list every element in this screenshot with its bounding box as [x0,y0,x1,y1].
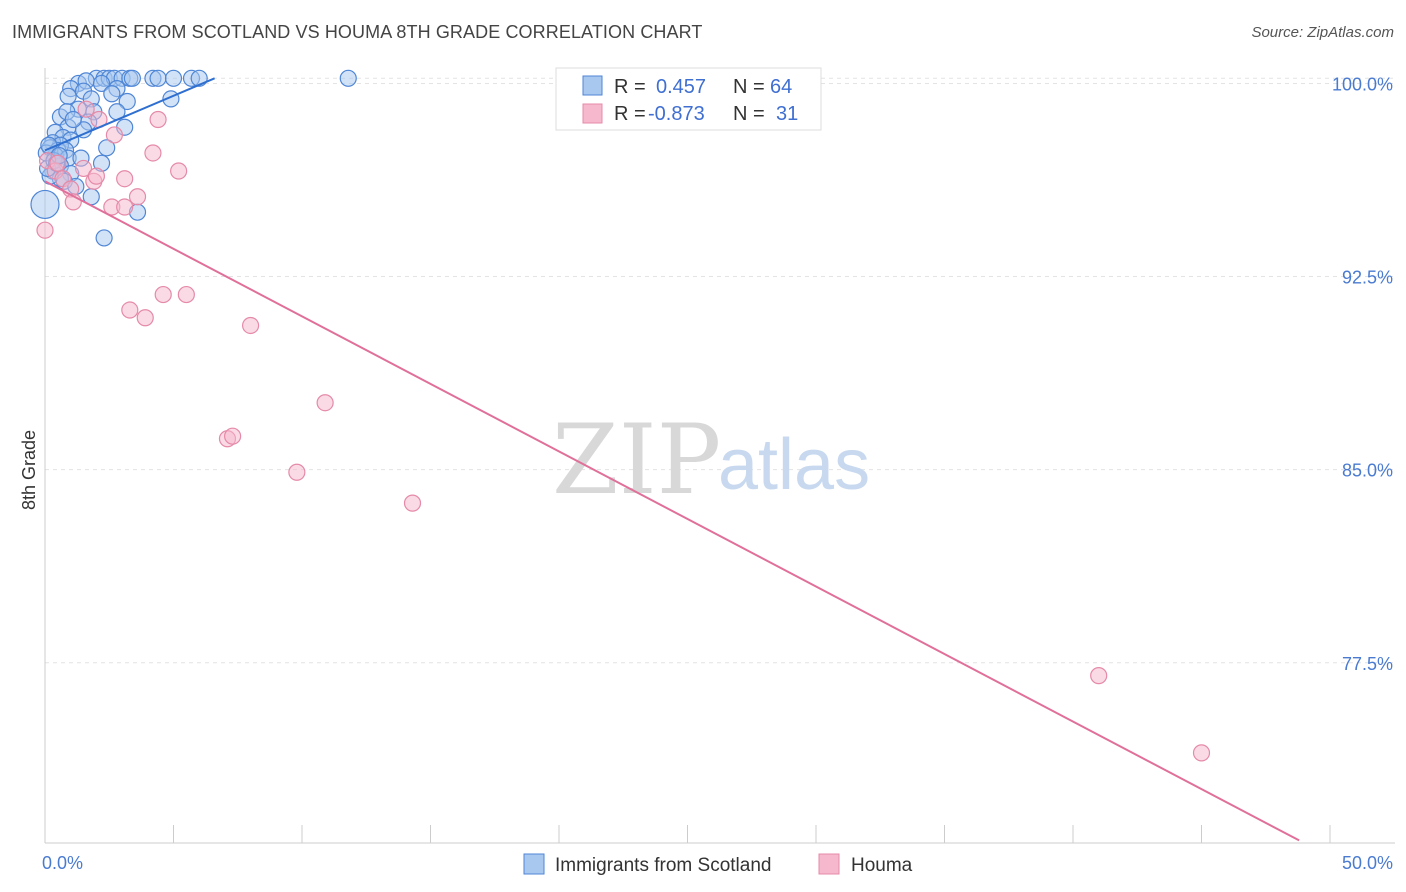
legend-swatch-scotland [582,75,603,96]
data-point-houma [316,394,334,412]
legend-r-label-houma: R = [614,103,646,125]
data-point-scotland [30,189,60,220]
legend-box: R = 0.457 N = 64 R = -0.873 N = 31 [555,67,822,131]
data-point-houma [121,301,139,319]
data-point-houma [49,154,67,172]
data-point-houma [170,162,188,180]
watermark-zip: ZIP [552,404,721,516]
legend-n-value-houma: 31 [776,103,798,125]
bottom-legend-label-houma: Houma [851,855,913,876]
x-tick-label: 0.0% [42,853,83,873]
bottom-legend-label-scotland: Immigrants from Scotland [555,855,771,876]
data-point-houma [224,427,242,445]
data-point-houma [177,285,195,304]
x-tick-label: 50.0% [1342,853,1393,873]
y-axis-label: 8th Grade [19,430,39,510]
data-point-scotland [339,69,357,87]
legend-n-value-scotland: 64 [770,76,792,98]
data-point-scotland [95,229,113,247]
data-point-scotland [59,87,77,105]
data-point-scotland [92,74,111,93]
trend-line-houma [44,180,1300,842]
legend-n-label-scotland: N = [733,76,765,98]
data-point-houma [128,188,147,206]
data-point-houma [288,463,306,481]
data-point-houma [136,309,154,327]
trend-line-scotland [44,77,216,152]
source-label: Source: ZipAtlas.com [1251,24,1394,41]
chart-title: IMMIGRANTS FROM SCOTLAND VS HOUMA 8TH GR… [12,22,703,42]
y-tick-label: 77.5% [1342,654,1393,674]
data-point-scotland [118,92,136,111]
y-tick-label: 85.0% [1342,461,1393,481]
data-point-houma [116,170,134,188]
legend-n-label-houma: N = [733,103,765,125]
data-point-houma [36,221,54,239]
watermark-atlas: atlas [718,425,870,505]
data-point-houma [242,316,260,335]
data-point-houma [1090,667,1108,685]
legend-r-label-scotland: R = [614,76,646,98]
legend-swatch-houma [582,103,603,124]
bottom-legend: Immigrants from Scotland Houma [523,853,913,876]
data-point-houma [154,285,172,304]
legend-r-value-scotland: 0.457 [656,76,706,98]
data-point-scotland [98,139,116,157]
y-tick-label: 100.0% [1332,74,1393,94]
data-point-scotland [123,69,141,87]
gridlines [45,77,1395,664]
data-point-houma [1192,744,1211,762]
data-point-scotland [64,110,82,129]
data-point-houma [144,144,162,162]
data-point-scotland [103,85,121,103]
bottom-legend-swatch-scotland [523,853,545,875]
data-point-scotland [164,69,183,87]
trend-lines [44,77,1300,842]
data-point-houma [87,167,106,185]
tick-labels: 100.0% 92.5% 85.0% 77.5% 0.0% 50.0% [42,74,1393,873]
data-point-houma [74,159,93,178]
bottom-legend-swatch-houma [818,853,840,875]
data-point-houma [105,126,123,144]
data-point-houma [403,494,422,512]
series-scotland [30,69,357,247]
data-point-houma [77,100,95,118]
data-point-scotland [149,69,167,87]
legend-r-value-houma: -0.873 [648,103,705,125]
data-point-houma [149,110,167,129]
y-tick-label: 92.5% [1342,268,1393,288]
data-point-houma [116,198,134,216]
